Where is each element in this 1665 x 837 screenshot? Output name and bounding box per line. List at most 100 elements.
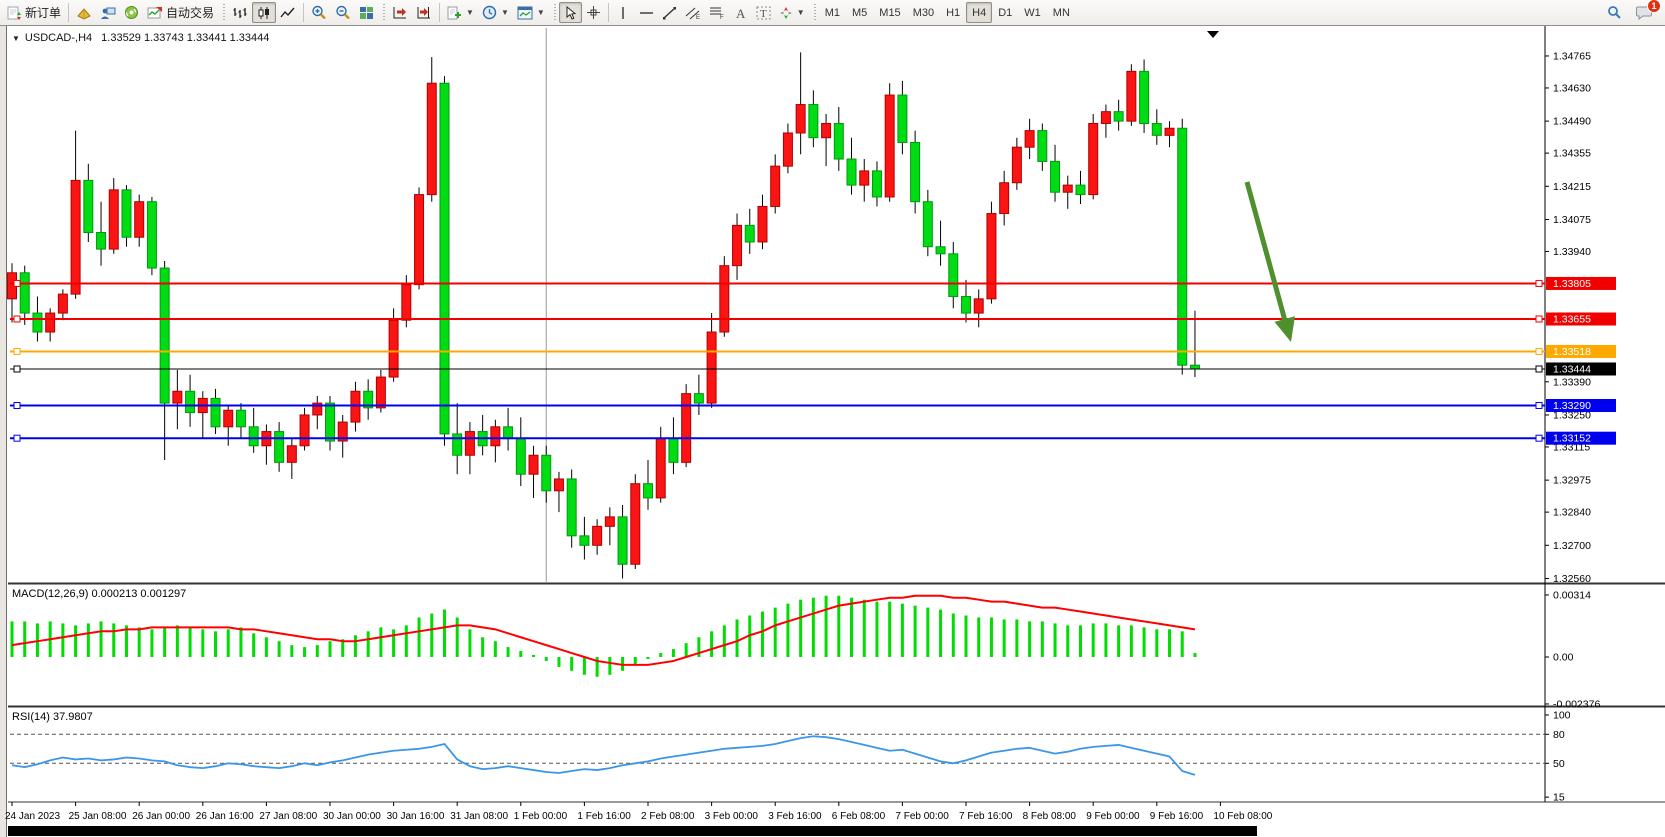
time-tick-label: 2 Feb 08:00 [641,811,695,822]
candle-up [299,414,310,447]
hline-handle[interactable] [13,315,21,323]
candle-up [1164,127,1175,136]
hline-handle[interactable] [1535,279,1543,287]
time-tick-label: 7 Feb 00:00 [895,811,949,822]
candle-up [1024,130,1035,148]
trendline-button[interactable] [658,2,681,23]
label-button[interactable]: T [752,2,775,23]
candle-up [821,122,832,139]
candle-down [846,158,857,186]
text-button[interactable]: A [729,2,752,23]
hline-button[interactable] [635,2,658,23]
candle-down [235,409,246,428]
zoom-in-button[interactable] [307,2,331,23]
data-window-button[interactable] [96,2,120,23]
timeframe-button-w1[interactable]: W1 [1024,6,1041,19]
candle-down [643,483,653,499]
hline-handle[interactable] [1535,365,1543,373]
signals-button[interactable] [120,2,143,23]
hline-1.33444[interactable] [10,365,1545,373]
candle-down [96,232,107,250]
candle-up [592,525,603,546]
hline-handle[interactable] [1535,315,1543,323]
clock-icon [482,5,497,20]
hline-handle[interactable] [13,365,21,373]
time-tick-label: 26 Jan 00:00 [132,811,190,822]
chart-shift-button[interactable] [412,2,436,23]
zoom-out-button[interactable] [331,2,355,23]
hline-1.33152[interactable] [10,434,1545,442]
candle-down [83,179,94,234]
hline-1.33290[interactable] [10,401,1545,409]
timeframe-button-m5[interactable]: M5 [852,6,868,19]
tile-icon [359,6,374,20]
autotrading-button[interactable]: 自动交易 [143,2,218,23]
channel-button[interactable]: E [681,2,705,23]
auto-scroll-button[interactable] [388,2,412,23]
candle-up [795,104,806,134]
line-chart-button[interactable] [276,2,300,23]
toolbar-grip [553,3,556,22]
notifications-button[interactable]: 1 [1632,0,1661,23]
main-toolbar: 新订单 自动交易 ▼ ▼ ▼ E F A T ▼ M1 M5 M15 M30 H1 H4 D1 W1 MN 1 [0,0,1665,26]
crosshair-button[interactable] [582,2,605,23]
candle-up [426,82,437,196]
timeframe-button-m15[interactable]: M15 [879,6,901,19]
hline-handle[interactable] [1535,401,1543,409]
trend-arrow-annotation[interactable] [1244,181,1295,342]
timeframe-button-h4[interactable]: H4 [966,2,993,23]
time-tick-label: 3 Feb 16:00 [768,811,822,822]
candle-down [668,438,679,463]
line-chart-icon [280,6,296,20]
chart-canvas[interactable]: 1.34765 1.34630 1.34490 1.34355 1.34215 1.340… [0,26,1665,837]
search-icon [1608,6,1621,19]
candle-up [553,478,564,492]
hline-handle[interactable] [1535,434,1543,442]
cursor-button[interactable] [558,2,582,23]
shapes-button[interactable]: ▼ [775,2,809,23]
price-tick-label: 1.34215 [1553,181,1591,193]
timeframe-button-m1[interactable]: M1 [824,6,840,19]
timeframe-button-mn[interactable]: MN [1052,6,1070,19]
candle-up [732,224,743,267]
chart-shift-marker[interactable] [1207,31,1219,38]
candle-down [833,122,844,160]
candle-down [1113,111,1124,122]
hline-1.33805[interactable] [10,279,1545,287]
hline-handle[interactable] [13,401,21,409]
hline-handle[interactable] [13,434,21,442]
hline-1.33518[interactable] [10,347,1545,355]
timeframe-button-h1[interactable]: H1 [946,6,961,19]
bar-chart-button[interactable] [228,2,252,23]
new-order-icon [7,6,22,20]
new-chart-button[interactable]: ▼ [443,2,478,23]
market-watch-button[interactable] [72,2,96,23]
candle-down [617,516,628,565]
time-tick-label: 9 Feb 00:00 [1086,811,1140,822]
chart-collapse-icon[interactable]: ▼ [12,33,20,43]
candle-down [1075,184,1086,196]
hline-handle[interactable] [1535,347,1543,355]
vline-button[interactable] [612,2,635,23]
candle-down [935,246,946,255]
price-badge [1546,431,1616,445]
hline-handle[interactable] [13,279,21,287]
chart-ohlc-values: 1.33529 1.33743 1.33441 1.33444 [101,32,270,44]
candle-up [350,390,361,423]
periods-button[interactable]: ▼ [478,2,513,23]
hline-handle[interactable] [13,347,21,355]
tile-windows-button[interactable] [355,2,378,23]
candle-up [999,182,1010,215]
candlestick-button[interactable] [252,2,277,23]
candle-up [134,201,145,238]
timeframe-button-m30[interactable]: M30 [912,6,935,19]
templates-button[interactable]: ▼ [513,2,549,23]
timeframe-button-d1[interactable]: D1 [998,6,1013,19]
new-chart-icon [447,6,462,20]
cursor-icon [564,5,577,20]
fibonacci-button[interactable]: F [705,2,729,23]
candle-down [185,390,196,414]
search-button[interactable] [1603,2,1626,23]
new-order-button[interactable]: 新订单 [3,2,65,23]
autotrading-icon [147,6,163,20]
